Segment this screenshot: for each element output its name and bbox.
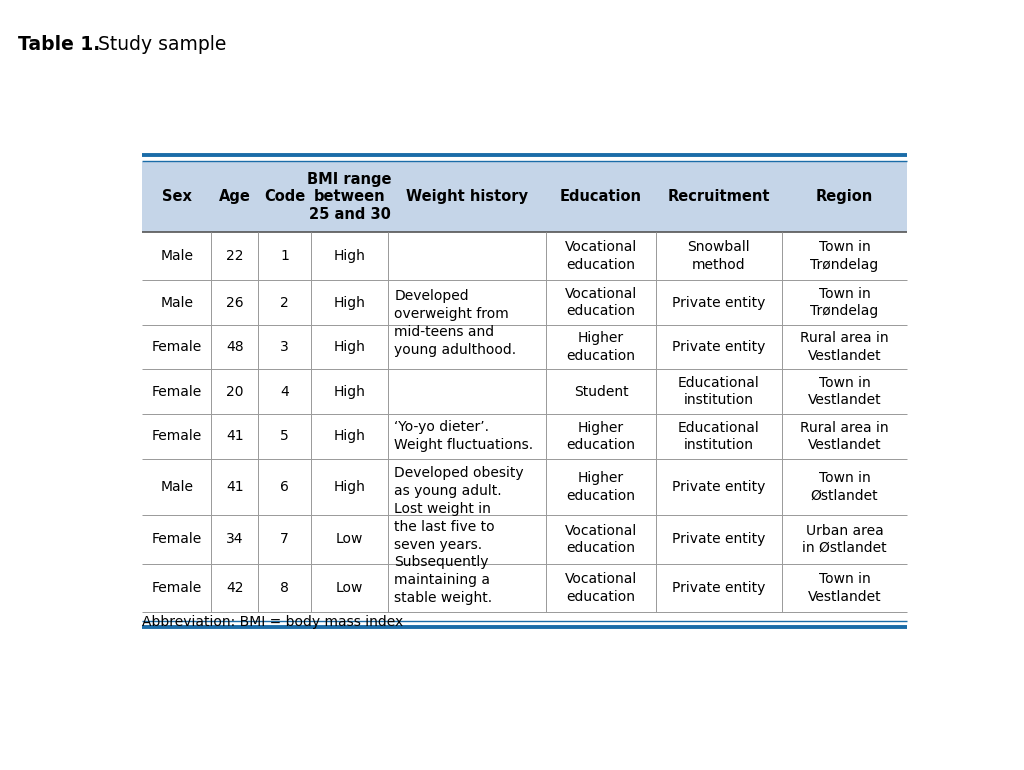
Text: 34: 34 <box>226 532 244 547</box>
Text: Developed
overweight from
mid-teens and
young adulthood.: Developed overweight from mid-teens and … <box>394 289 516 357</box>
Text: Vocational
education: Vocational education <box>565 524 637 555</box>
Text: Educational
institution: Educational institution <box>678 420 760 452</box>
Text: 48: 48 <box>226 340 244 354</box>
Text: 7: 7 <box>281 532 289 547</box>
Text: 6: 6 <box>281 480 289 494</box>
Text: Region: Region <box>816 189 873 204</box>
Text: High: High <box>334 480 366 494</box>
Text: High: High <box>334 430 366 444</box>
Text: Student: Student <box>573 384 629 399</box>
Text: Rural area in
Vestlandet: Rural area in Vestlandet <box>800 331 889 363</box>
Text: Town in
Vestlandet: Town in Vestlandet <box>808 376 882 407</box>
Text: 42: 42 <box>226 581 244 595</box>
Text: 41: 41 <box>226 480 244 494</box>
Text: Low: Low <box>336 532 364 547</box>
Text: Code: Code <box>264 189 305 204</box>
Text: Vocational
education: Vocational education <box>565 287 637 318</box>
Text: 2: 2 <box>281 296 289 310</box>
Text: Vocational
education: Vocational education <box>565 572 637 604</box>
Text: Study sample: Study sample <box>92 35 226 54</box>
Text: Female: Female <box>152 384 202 399</box>
Text: Low: Low <box>336 581 364 595</box>
Text: Private entity: Private entity <box>672 581 765 595</box>
Text: BMI range
between
25 and 30: BMI range between 25 and 30 <box>307 172 392 222</box>
Text: 3: 3 <box>281 340 289 354</box>
Text: ‘Yo-yo dieter’.
Weight fluctuations.: ‘Yo-yo dieter’. Weight fluctuations. <box>394 420 534 452</box>
Text: Town in
Trøndelag: Town in Trøndelag <box>810 240 879 272</box>
Text: Higher
education: Higher education <box>566 331 636 363</box>
Text: Town in
Trøndelag: Town in Trøndelag <box>810 287 879 318</box>
Text: Table 1.: Table 1. <box>18 35 100 54</box>
Text: Urban area
in Østlandet: Urban area in Østlandet <box>802 524 887 555</box>
Text: 26: 26 <box>226 296 244 310</box>
Text: 41: 41 <box>226 430 244 444</box>
Text: Recruitment: Recruitment <box>668 189 770 204</box>
Text: Rural area in
Vestlandet: Rural area in Vestlandet <box>800 420 889 452</box>
Text: Female: Female <box>152 581 202 595</box>
Text: Private entity: Private entity <box>672 296 765 310</box>
Text: High: High <box>334 384 366 399</box>
Text: Vocational
education: Vocational education <box>565 240 637 272</box>
Text: Female: Female <box>152 532 202 547</box>
Text: Snowball
method: Snowball method <box>687 240 750 272</box>
Text: Developed obesity
as young adult.
Lost weight in
the last five to
seven years.
S: Developed obesity as young adult. Lost w… <box>394 466 524 605</box>
Text: Age: Age <box>219 189 251 204</box>
Text: Sex: Sex <box>162 189 191 204</box>
Text: 4: 4 <box>281 384 289 399</box>
Text: High: High <box>334 296 366 310</box>
Text: 5: 5 <box>281 430 289 444</box>
Text: Educational
institution: Educational institution <box>678 376 760 407</box>
Bar <box>142 162 907 232</box>
Text: Higher
education: Higher education <box>566 420 636 452</box>
Text: 20: 20 <box>226 384 244 399</box>
Text: Private entity: Private entity <box>672 340 765 354</box>
Text: 8: 8 <box>281 581 289 595</box>
Text: Abbreviation: BMI = body mass index: Abbreviation: BMI = body mass index <box>142 614 403 629</box>
Text: Weight history: Weight history <box>407 189 528 204</box>
Text: Private entity: Private entity <box>672 480 765 494</box>
Text: Female: Female <box>152 430 202 444</box>
Text: Higher
education: Higher education <box>566 471 636 503</box>
Text: Female: Female <box>152 340 202 354</box>
Text: Private entity: Private entity <box>672 532 765 547</box>
Text: High: High <box>334 249 366 263</box>
Text: Education: Education <box>560 189 642 204</box>
Text: High: High <box>334 340 366 354</box>
Text: Male: Male <box>161 249 194 263</box>
Text: Town in
Vestlandet: Town in Vestlandet <box>808 572 882 604</box>
Text: 1: 1 <box>281 249 289 263</box>
Text: Town in
Østlandet: Town in Østlandet <box>811 471 879 503</box>
Text: 22: 22 <box>226 249 244 263</box>
Text: Male: Male <box>161 296 194 310</box>
Text: Male: Male <box>161 480 194 494</box>
